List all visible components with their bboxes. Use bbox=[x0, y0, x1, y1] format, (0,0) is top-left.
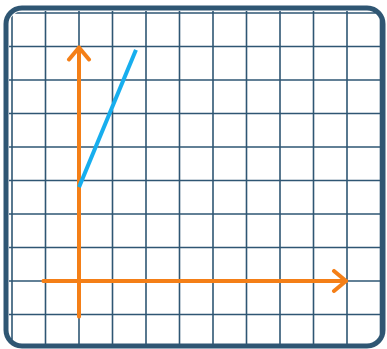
x-axis-arrowhead bbox=[332, 269, 348, 293]
chart-frame bbox=[3, 5, 386, 349]
series-group bbox=[77, 49, 138, 188]
y-axis-arrowhead bbox=[67, 45, 91, 62]
series-line bbox=[77, 49, 138, 188]
